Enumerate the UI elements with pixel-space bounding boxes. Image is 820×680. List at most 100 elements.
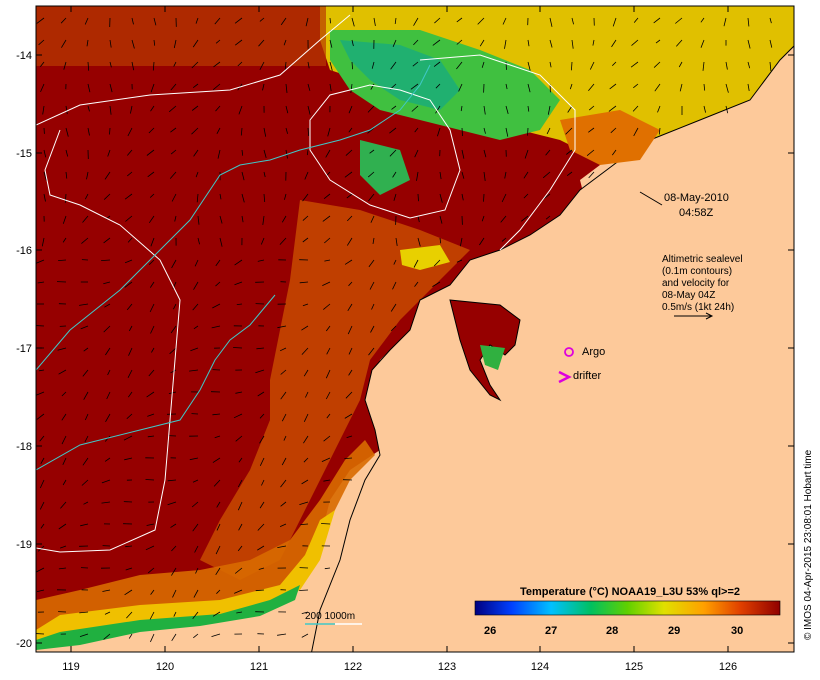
velocity-arrow bbox=[153, 39, 156, 46]
velocity-arrow bbox=[101, 259, 111, 261]
velocity-arrow bbox=[62, 457, 67, 465]
colorbar-tick: 28 bbox=[606, 625, 618, 637]
velocity-arrow bbox=[305, 17, 309, 27]
velocity-arrow bbox=[303, 457, 309, 463]
velocity-arrow bbox=[215, 259, 221, 267]
velocity-arrow bbox=[566, 171, 573, 177]
velocity-arrow bbox=[193, 149, 199, 157]
velocity-arrow bbox=[83, 347, 89, 352]
velocity-arrow bbox=[38, 39, 45, 46]
velocity-arrow bbox=[65, 105, 68, 115]
velocity-arrow bbox=[64, 193, 67, 203]
velocity-arrow bbox=[197, 215, 200, 225]
velocity-arrow bbox=[150, 633, 155, 643]
velocity-arrow bbox=[193, 589, 199, 598]
velocity-arrow bbox=[323, 479, 331, 482]
velocity-arrow bbox=[389, 149, 397, 157]
velocity-arrow bbox=[549, 61, 552, 68]
velocity-arrow bbox=[125, 215, 133, 222]
velocity-arrow bbox=[238, 457, 243, 463]
velocity-arrow bbox=[305, 391, 309, 398]
velocity-arrow bbox=[725, 61, 728, 70]
velocity-arrow bbox=[747, 17, 750, 27]
timestamp-pointer bbox=[639, 191, 663, 206]
velocity-arrow bbox=[191, 127, 199, 135]
velocity-arrow bbox=[65, 171, 68, 179]
velocity-arrow bbox=[435, 105, 441, 114]
velocity-arrow bbox=[368, 347, 375, 356]
velocity-arrow bbox=[193, 281, 199, 290]
velocity-arrow bbox=[261, 479, 265, 486]
velocity-arrow bbox=[299, 281, 309, 284]
velocity-arrow bbox=[299, 501, 309, 505]
ocean-moderate-zone bbox=[200, 200, 470, 580]
velocity-arrow bbox=[169, 347, 177, 355]
velocity-arrow bbox=[612, 17, 617, 27]
velocity-arrow bbox=[192, 523, 199, 532]
velocity-arrow bbox=[259, 501, 265, 509]
velocity-arrow bbox=[123, 435, 133, 441]
velocity-arrow bbox=[39, 501, 45, 510]
velocity-arrow bbox=[301, 611, 309, 614]
velocity-arrow bbox=[104, 611, 111, 615]
velocity-arrow bbox=[212, 457, 221, 463]
velocity-arrow bbox=[723, 17, 727, 27]
velocity-arrow bbox=[255, 369, 265, 374]
velocity-arrow bbox=[504, 39, 507, 49]
velocity-arrow bbox=[277, 325, 287, 329]
velocity-arrow bbox=[324, 567, 331, 570]
velocity-arrow bbox=[372, 237, 375, 244]
velocity-arrow bbox=[632, 105, 639, 112]
velocity-arrow bbox=[37, 281, 45, 284]
velocity-arrow bbox=[346, 193, 353, 199]
velocity-arrow bbox=[192, 39, 199, 48]
velocity-arrow bbox=[329, 83, 332, 92]
velocity-arrow bbox=[62, 237, 67, 243]
velocity-arrow bbox=[284, 193, 287, 200]
velocity-arrow bbox=[147, 171, 155, 178]
velocity-arrow bbox=[633, 83, 639, 89]
velocity-arrow bbox=[417, 237, 421, 247]
velocity-arrow bbox=[191, 105, 199, 111]
velocity-arrow bbox=[460, 237, 463, 247]
colorbar-tick: 29 bbox=[668, 625, 680, 637]
velocity-arrow bbox=[321, 523, 331, 525]
velocity-arrow bbox=[325, 149, 331, 158]
y-tick-label: -17 bbox=[16, 343, 32, 355]
velocity-arrow bbox=[171, 567, 177, 576]
velocity-arrow bbox=[168, 105, 177, 113]
velocity-arrow bbox=[368, 259, 375, 268]
velocity-arrow bbox=[703, 83, 706, 91]
velocity-arrow bbox=[238, 523, 243, 531]
y-axis: -14 -15 -16 -17 -18 -19 -20 bbox=[16, 50, 794, 650]
velocity-arrow bbox=[545, 149, 551, 156]
velocity-arrow bbox=[543, 193, 551, 200]
velocity-arrow bbox=[523, 193, 529, 199]
legend-line-3: and velocity for bbox=[662, 278, 730, 289]
velocity-arrow bbox=[189, 457, 199, 461]
velocity-arrow bbox=[702, 61, 705, 71]
velocity-arrow bbox=[173, 39, 177, 49]
velocity-arrow bbox=[107, 149, 111, 157]
velocity-arrow bbox=[303, 435, 309, 444]
velocity-arrow bbox=[43, 149, 47, 158]
velocity-arrow bbox=[505, 127, 509, 137]
velocity-arrow bbox=[170, 325, 177, 334]
velocity-arrow bbox=[370, 83, 375, 90]
velocity-arrow bbox=[36, 633, 45, 635]
velocity-arrow bbox=[83, 501, 89, 505]
velocity-arrow bbox=[36, 325, 45, 327]
velocity-arrow bbox=[173, 611, 177, 617]
velocity-arrow bbox=[84, 413, 89, 421]
y-tick-label: -14 bbox=[16, 50, 32, 62]
velocity-arrow bbox=[456, 259, 463, 263]
velocity-arrow bbox=[131, 39, 135, 49]
velocity-arrow bbox=[566, 149, 573, 155]
velocity-arrow bbox=[477, 17, 485, 25]
velocity-arrow bbox=[504, 171, 507, 179]
velocity-arrow bbox=[483, 171, 486, 181]
velocity-arrow bbox=[212, 303, 221, 309]
velocity-arrow bbox=[483, 149, 487, 158]
velocity-arrow bbox=[194, 259, 199, 267]
velocity-arrow bbox=[171, 193, 177, 202]
